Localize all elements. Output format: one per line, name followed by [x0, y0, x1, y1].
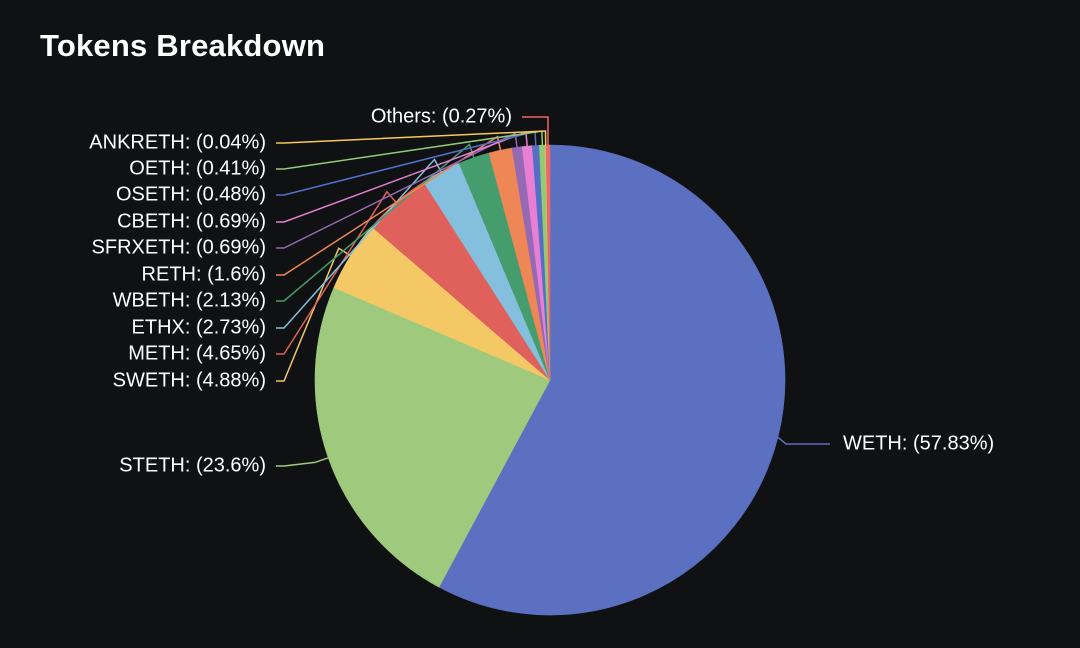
leader-line-others [522, 116, 549, 145]
slice-label-cbeth: CBETH: (0.69%) [117, 210, 266, 232]
leader-line-steth [276, 457, 329, 467]
leader-line-sweth [276, 247, 351, 382]
leader-line-cbeth [276, 131, 528, 223]
pie-slices [314, 144, 786, 616]
slice-label-sfrxeth: SFRXETH: (0.69%) [92, 236, 266, 258]
pie-slice-others[interactable] [545, 144, 551, 381]
leader-line-wbeth [276, 143, 475, 302]
slice-label-ankreth: ANKRETH: (0.04%) [89, 131, 266, 153]
slice-labels: WETH: (57.83%) STETH: (23.6%) SWETH: (4.88… [89, 105, 994, 476]
slice-label-steth: STETH: (23.6%) [119, 454, 266, 476]
slice-label-others: Others: (0.27%) [371, 105, 512, 127]
slice-label-wbeth: WBETH: (2.13%) [113, 289, 266, 311]
slice-label-sweth: SWETH: (4.88%) [113, 369, 266, 391]
label-leader-lines [276, 116, 830, 467]
slice-label-oseth: OSETH: (0.48%) [116, 183, 266, 205]
leader-line-oeth [276, 130, 544, 170]
pie-slice-weth[interactable] [438, 144, 786, 616]
leader-line-ankreth [276, 130, 547, 146]
slice-label-reth: RETH: (1.6%) [142, 263, 266, 285]
leader-line-sfrxeth [276, 132, 518, 249]
leader-line-weth [777, 436, 830, 445]
slice-label-meth: METH: (4.65%) [128, 342, 266, 364]
leader-line-reth [276, 135, 502, 276]
chart-title: Tokens Breakdown [40, 28, 326, 63]
slice-label-oeth: OETH: (0.41%) [129, 157, 266, 179]
slice-label-ethx: ETHX: (2.73%) [132, 316, 266, 338]
slice-label-weth: WETH: (57.83%) [843, 432, 994, 454]
leader-line-meth [276, 190, 397, 355]
leader-line-oseth [276, 130, 537, 196]
